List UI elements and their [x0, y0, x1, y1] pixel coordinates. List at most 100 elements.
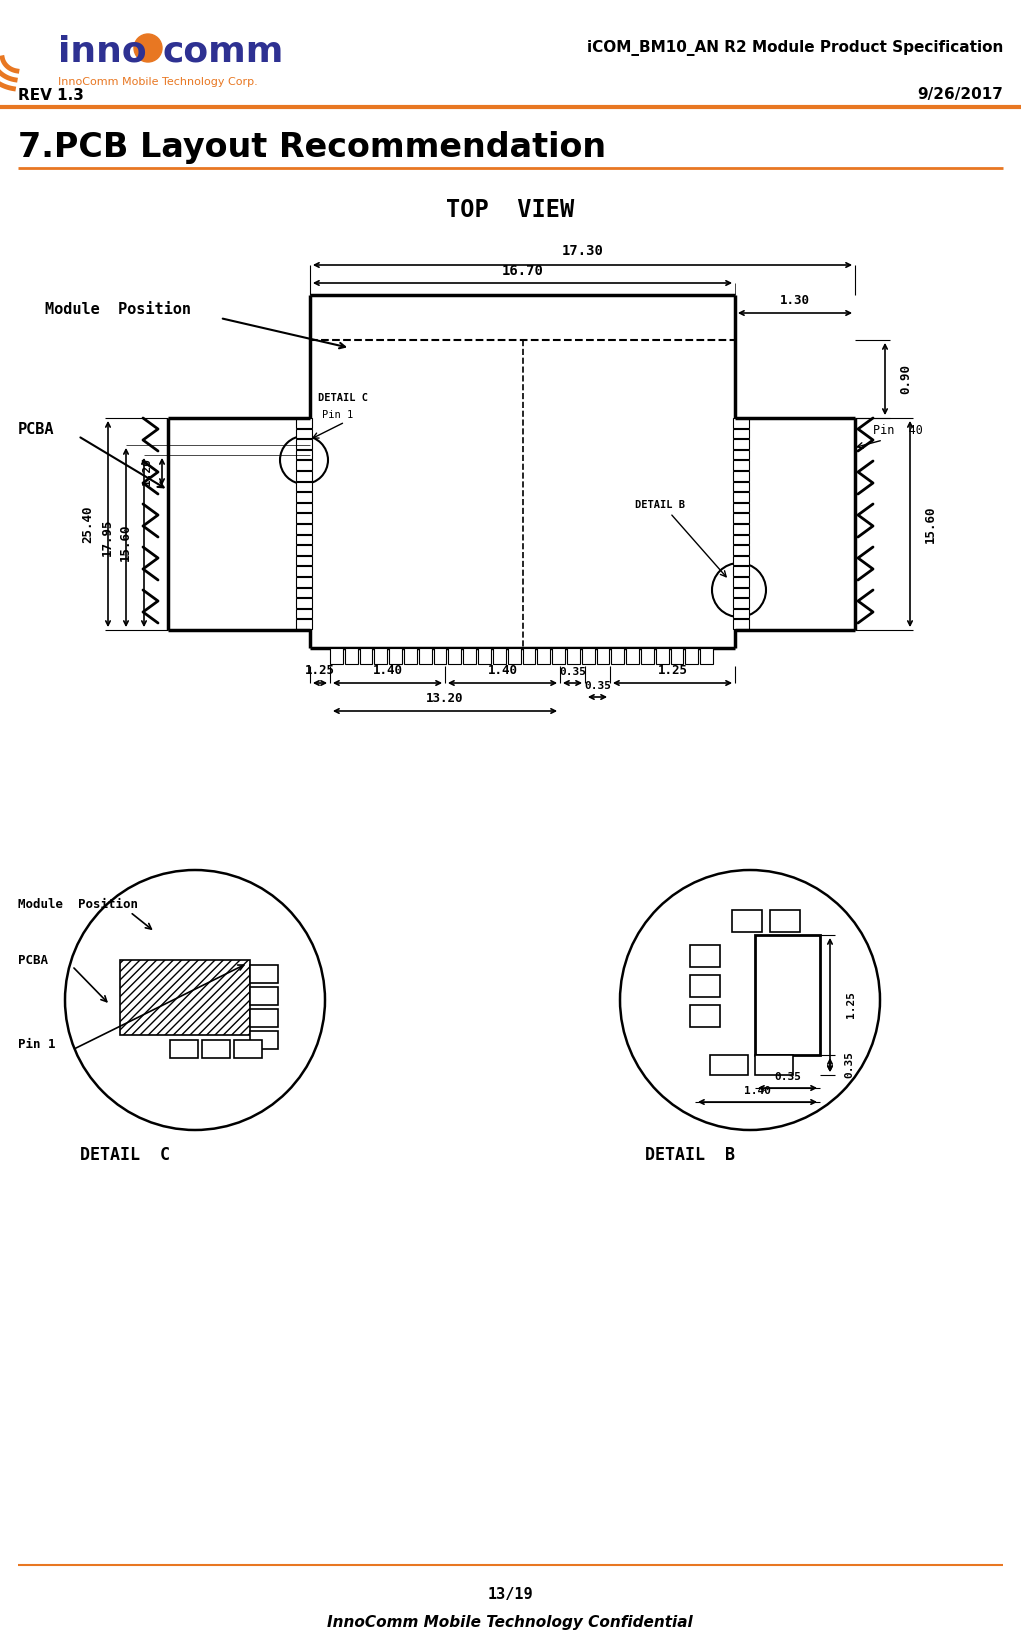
Bar [733, 493, 749, 503]
Bar [250, 964, 278, 982]
Text: TOP  VIEW: TOP VIEW [446, 198, 574, 223]
Text: 16.70: 16.70 [501, 264, 543, 278]
Text: PCBA: PCBA [18, 953, 48, 966]
Bar [710, 1054, 748, 1076]
Text: InnoComm Mobile Technology Corp.: InnoComm Mobile Technology Corp. [58, 77, 257, 87]
Bar [296, 471, 312, 481]
Text: 13/19: 13/19 [487, 1588, 533, 1603]
Bar [733, 503, 749, 512]
Text: REV 1.3: REV 1.3 [18, 87, 84, 103]
Bar [404, 648, 417, 665]
Bar [596, 648, 610, 665]
Bar [552, 648, 565, 665]
Bar [419, 648, 432, 665]
Text: 25.40: 25.40 [81, 506, 94, 543]
Bar [755, 1054, 793, 1076]
Bar [296, 439, 312, 449]
Text: DETAIL B: DETAIL B [635, 499, 685, 511]
Bar [733, 439, 749, 449]
Bar [733, 417, 749, 427]
Bar [478, 648, 491, 665]
Bar [345, 648, 357, 665]
Text: Pin 1: Pin 1 [18, 1038, 55, 1051]
Bar [733, 535, 749, 543]
Text: DETAIL  B: DETAIL B [645, 1146, 735, 1164]
Bar [375, 648, 387, 665]
Bar [671, 648, 683, 665]
Bar [296, 493, 312, 503]
Text: 13.20: 13.20 [426, 692, 464, 706]
Bar [733, 557, 749, 565]
Text: DETAIL  C: DETAIL C [80, 1146, 171, 1164]
Bar [296, 460, 312, 470]
Bar [700, 648, 713, 665]
Bar [733, 588, 749, 598]
Bar [202, 1039, 230, 1058]
Bar [733, 450, 749, 460]
Bar [448, 648, 461, 665]
Bar [434, 648, 446, 665]
Text: Pin 1: Pin 1 [322, 409, 353, 421]
Bar [733, 566, 749, 576]
Bar [296, 576, 312, 586]
Bar [641, 648, 653, 665]
Text: 1.25: 1.25 [305, 665, 335, 678]
Text: 9/26/2017: 9/26/2017 [917, 87, 1003, 103]
Bar [733, 471, 749, 481]
Bar [755, 935, 820, 1054]
Bar [296, 535, 312, 543]
Bar [582, 648, 594, 665]
Text: 1.40: 1.40 [487, 665, 518, 678]
Bar [389, 648, 402, 665]
Bar [507, 648, 521, 665]
Bar [296, 429, 312, 439]
Bar [655, 648, 669, 665]
Text: 1.20: 1.20 [142, 458, 152, 485]
Bar [493, 648, 505, 665]
Bar [120, 959, 250, 1035]
Bar [296, 417, 312, 427]
Text: comm: comm [162, 34, 284, 69]
Text: iCOM_BM10_AN R2 Module Product Specification: iCOM_BM10_AN R2 Module Product Specifica… [587, 39, 1003, 56]
Text: 1.25: 1.25 [846, 992, 856, 1018]
Bar [171, 1039, 198, 1058]
Bar [296, 524, 312, 534]
Bar [250, 1031, 278, 1049]
Text: Pin  40: Pin 40 [873, 424, 923, 437]
Bar [464, 648, 476, 665]
Bar [690, 1005, 720, 1026]
Bar [733, 460, 749, 470]
Text: 15.60: 15.60 [924, 506, 937, 543]
Text: 7.PCB Layout Recommendation: 7.PCB Layout Recommendation [18, 131, 606, 164]
Bar [690, 976, 720, 997]
Bar [685, 648, 698, 665]
Circle shape [134, 34, 162, 62]
Text: Module  Position: Module Position [18, 899, 138, 912]
Bar [733, 545, 749, 555]
Text: 17.95: 17.95 [101, 519, 114, 557]
Bar [733, 524, 749, 534]
Bar [296, 545, 312, 555]
Text: Module  Position: Module Position [45, 303, 191, 318]
Text: PCBA: PCBA [18, 422, 54, 437]
Bar [732, 910, 762, 931]
Bar [733, 576, 749, 586]
Bar [234, 1039, 262, 1058]
Bar [733, 481, 749, 491]
Bar [296, 588, 312, 598]
Text: 1.30: 1.30 [780, 295, 810, 308]
Text: inno: inno [58, 34, 147, 69]
Text: 1.25: 1.25 [658, 665, 687, 678]
Bar [296, 503, 312, 512]
Text: 1.40: 1.40 [373, 665, 402, 678]
Text: 15.60: 15.60 [119, 524, 132, 561]
Text: 0.90: 0.90 [900, 363, 912, 395]
Bar [612, 648, 624, 665]
Text: DETAIL C: DETAIL C [318, 393, 368, 403]
Bar [733, 609, 749, 619]
Bar [296, 619, 312, 629]
Text: InnoComm Mobile Technology Confidential: InnoComm Mobile Technology Confidential [327, 1614, 693, 1629]
Bar [296, 481, 312, 491]
Bar [250, 1008, 278, 1026]
Bar [250, 987, 278, 1005]
